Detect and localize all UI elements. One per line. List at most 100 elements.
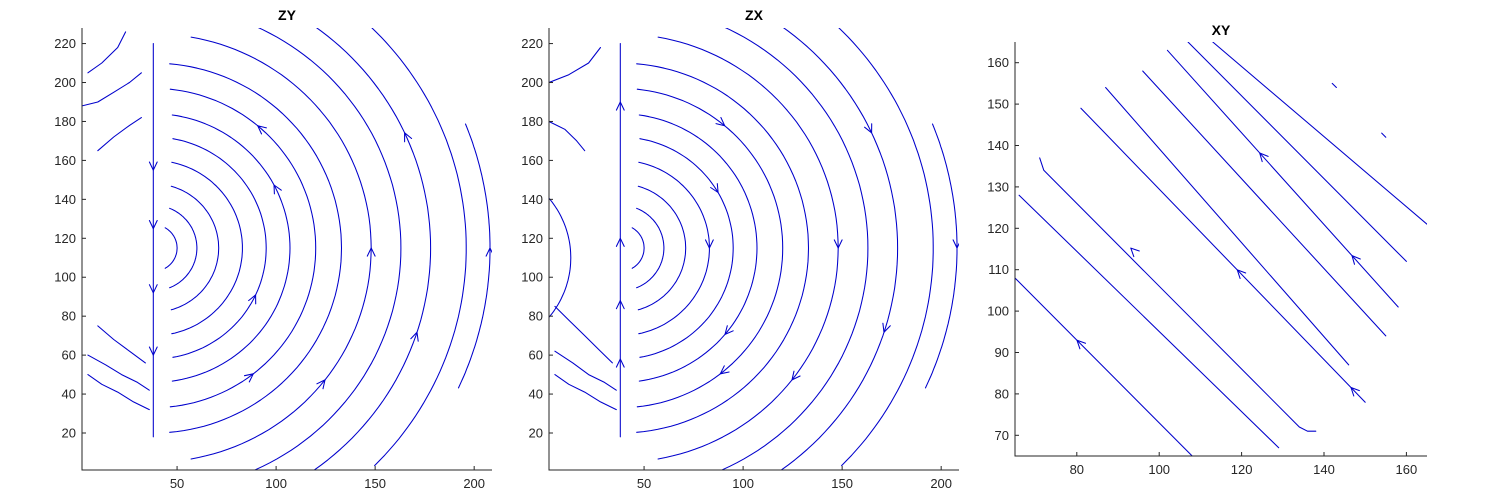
y-tick-label: 90 <box>995 345 1009 360</box>
streamline-3-arrow-1 <box>1350 386 1360 397</box>
streamline-19 <box>549 46 602 84</box>
panel-xy: XY 80 100 120 140 160 70 80 90 100 110 120 130 140 15… <box>987 22 1427 477</box>
y-tick-label: 20 <box>529 426 543 441</box>
streamline-1 <box>636 207 665 289</box>
streamline-3-arrow-0 <box>704 239 714 249</box>
y-tick-label: 220 <box>521 36 543 51</box>
streamline-0 <box>631 227 645 269</box>
streamline-5 <box>1142 70 1387 337</box>
streamline-12-arrow-0 <box>952 239 959 249</box>
streamline-6 <box>636 88 784 408</box>
y-tick-label: 110 <box>988 262 1009 277</box>
y-tick-label: 60 <box>529 348 543 363</box>
streamline-10 <box>1381 132 1387 138</box>
streamline-9 <box>720 28 869 470</box>
x-tick-label: 150 <box>831 476 853 491</box>
streamline-5 <box>638 114 758 382</box>
panel-zx: ZX 50 100 150 200 20 40 60 80 100 120 140 160 180 200… <box>521 7 959 491</box>
y-tick-label: 120 <box>521 231 543 246</box>
streamline-4 <box>1105 86 1350 366</box>
streamline-8-arrow-1 <box>791 370 801 381</box>
panel-title-zx: ZX <box>745 7 764 23</box>
streamline-13-arrow-2 <box>148 284 158 294</box>
x-tick-label: 100 <box>265 476 287 491</box>
axis-lines <box>81 28 492 471</box>
streamline-0 <box>1015 277 1193 456</box>
x-tick-label: 80 <box>1070 462 1084 477</box>
streamline-15 <box>87 354 150 391</box>
streamline-3-arrow-0 <box>1236 269 1247 280</box>
streamline-1 <box>1018 194 1280 449</box>
streamline-5-arrow-0 <box>273 184 282 195</box>
streamline-1 <box>169 207 198 289</box>
streamline-7 <box>169 63 343 433</box>
x-tick-label: 160 <box>1396 462 1418 477</box>
y-tick-label: 140 <box>987 138 1009 153</box>
y-tick-label: 160 <box>521 153 543 168</box>
y-tick-label: 120 <box>987 221 1009 236</box>
streamline-18 <box>549 120 586 152</box>
streamline-6 <box>169 88 317 408</box>
streamline-8 <box>1212 42 1427 225</box>
streamline-17 <box>82 72 142 107</box>
streamline-3 <box>171 161 243 335</box>
streamline-19 <box>87 31 127 74</box>
streamline-13-arrow-0 <box>615 101 625 111</box>
y-tick-label: 40 <box>529 387 543 402</box>
streamline-13-arrow-1 <box>148 219 158 230</box>
y-tick-label: 70 <box>995 428 1009 443</box>
y-tick-label: 120 <box>54 231 76 246</box>
y-tick-label: 100 <box>987 304 1009 319</box>
streamline-14 <box>549 197 572 319</box>
axis-lines <box>1014 42 1427 457</box>
plot-area <box>1015 42 1427 456</box>
streamline-13-arrow-3 <box>615 358 625 368</box>
y-tick-label: 130 <box>987 179 1009 194</box>
y-tick-label: 220 <box>54 36 76 51</box>
y-tick-label: 200 <box>521 75 543 90</box>
streamline-12-arrow-0 <box>485 247 492 257</box>
streamline-6-arrow-0 <box>1259 152 1269 163</box>
x-tick-label: 140 <box>1313 462 1335 477</box>
streamline-13-arrow-1 <box>615 237 625 247</box>
y-tick-label: 80 <box>529 309 543 324</box>
y-tick-label: 60 <box>62 348 76 363</box>
streamline-15 <box>554 374 617 411</box>
streamline-6-arrow-0 <box>719 365 730 375</box>
x-tick-label: 100 <box>1148 462 1170 477</box>
streamline-2 <box>637 185 687 311</box>
streamline-10-arrow-0 <box>864 123 873 134</box>
streamline-5-arrow-0 <box>724 325 734 335</box>
x-tick-label: 200 <box>930 476 952 491</box>
x-tick-label: 150 <box>364 476 386 491</box>
streamline-6-arrow-0 <box>243 373 254 383</box>
x-tick-label: 100 <box>732 476 754 491</box>
streamline-4 <box>172 138 267 358</box>
x-tick-label: 120 <box>1231 462 1253 477</box>
y-tick-label: 180 <box>521 114 543 129</box>
streamline-2-arrow-0 <box>1130 247 1140 258</box>
streamline-17 <box>554 305 613 364</box>
streamline-9 <box>1331 82 1337 89</box>
streamline-13-arrow-3 <box>148 346 158 356</box>
streamline-4-arrow-0 <box>710 183 719 194</box>
streamline-10-arrow-1 <box>410 331 419 342</box>
y-tick-label: 80 <box>995 386 1009 401</box>
y-tick-label: 20 <box>62 426 76 441</box>
streamline-16 <box>97 325 146 364</box>
streamline-8-arrow-0 <box>833 239 843 249</box>
axis-lines <box>548 28 959 471</box>
y-tick-label: 140 <box>54 192 76 207</box>
streamline-10 <box>780 28 899 470</box>
y-tick-label: 140 <box>521 192 543 207</box>
streamline-8-arrow-1 <box>316 379 326 390</box>
panel-zy: ZY 50 100 150 200 20 40 60 80 100 120 140 160 180 200… <box>54 7 492 491</box>
streamline-6 <box>1166 49 1399 308</box>
panel-title-xy: XY <box>1212 22 1231 38</box>
y-tick-label: 40 <box>62 387 76 402</box>
streamline-14 <box>87 374 150 411</box>
streamline-2 <box>170 185 220 311</box>
streamline-12 <box>924 123 958 389</box>
